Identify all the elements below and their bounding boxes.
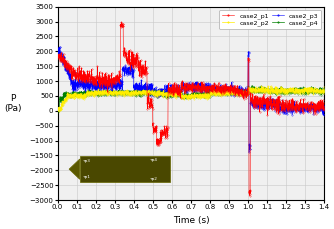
Line: case2_p4: case2_p4 xyxy=(57,85,325,112)
case2_p1 xyxy=(248,194,252,197)
X-axis label: Time (s): Time (s) xyxy=(173,216,209,225)
case2_p1 xyxy=(119,21,123,24)
Line: case2_p3: case2_p3 xyxy=(57,46,325,153)
case2_p3 xyxy=(322,109,326,112)
Y-axis label: P
(Pa): P (Pa) xyxy=(4,94,22,113)
case2_p2 xyxy=(221,92,225,95)
case2_p4 xyxy=(56,110,60,113)
case2_p4 xyxy=(322,88,326,90)
case2_p3 xyxy=(228,89,232,91)
case2_p4 xyxy=(250,90,254,93)
case2_p4 xyxy=(56,108,60,111)
case2_p4 xyxy=(118,91,122,93)
case2_p1 xyxy=(322,108,326,111)
case2_p4 xyxy=(250,84,254,87)
case2_p1 xyxy=(221,89,225,92)
case2_p4 xyxy=(228,92,232,94)
case2_p1 xyxy=(228,87,232,90)
Line: case2_p2: case2_p2 xyxy=(57,86,325,111)
case2_p2 xyxy=(269,85,273,87)
case2_p2 xyxy=(56,110,60,112)
case2_p1 xyxy=(118,75,122,77)
Line: case2_p1: case2_p1 xyxy=(57,22,325,196)
case2_p2 xyxy=(228,91,232,94)
case2_p2 xyxy=(322,85,326,88)
case2_p2 xyxy=(56,107,60,110)
case2_p1 xyxy=(73,72,77,75)
case2_p3 xyxy=(250,104,254,107)
case2_p2 xyxy=(250,89,254,92)
case2_p4 xyxy=(73,91,77,93)
case2_p3 xyxy=(118,83,122,85)
case2_p1 xyxy=(250,101,254,103)
case2_p2 xyxy=(278,89,282,92)
case2_p3 xyxy=(57,46,61,48)
case2_p4 xyxy=(278,91,282,94)
case2_p3 xyxy=(247,151,251,154)
Legend: case2_p1, case2_p2, case2_p3, case2_p4: case2_p1, case2_p2, case2_p3, case2_p4 xyxy=(219,10,321,29)
case2_p2 xyxy=(73,95,77,98)
case2_p1 xyxy=(56,55,60,58)
case2_p3 xyxy=(221,91,225,94)
case2_p2 xyxy=(118,92,122,95)
case2_p1 xyxy=(278,101,282,103)
case2_p4 xyxy=(221,93,225,95)
case2_p3 xyxy=(56,49,60,52)
case2_p3 xyxy=(278,109,282,112)
case2_p3 xyxy=(73,82,77,85)
